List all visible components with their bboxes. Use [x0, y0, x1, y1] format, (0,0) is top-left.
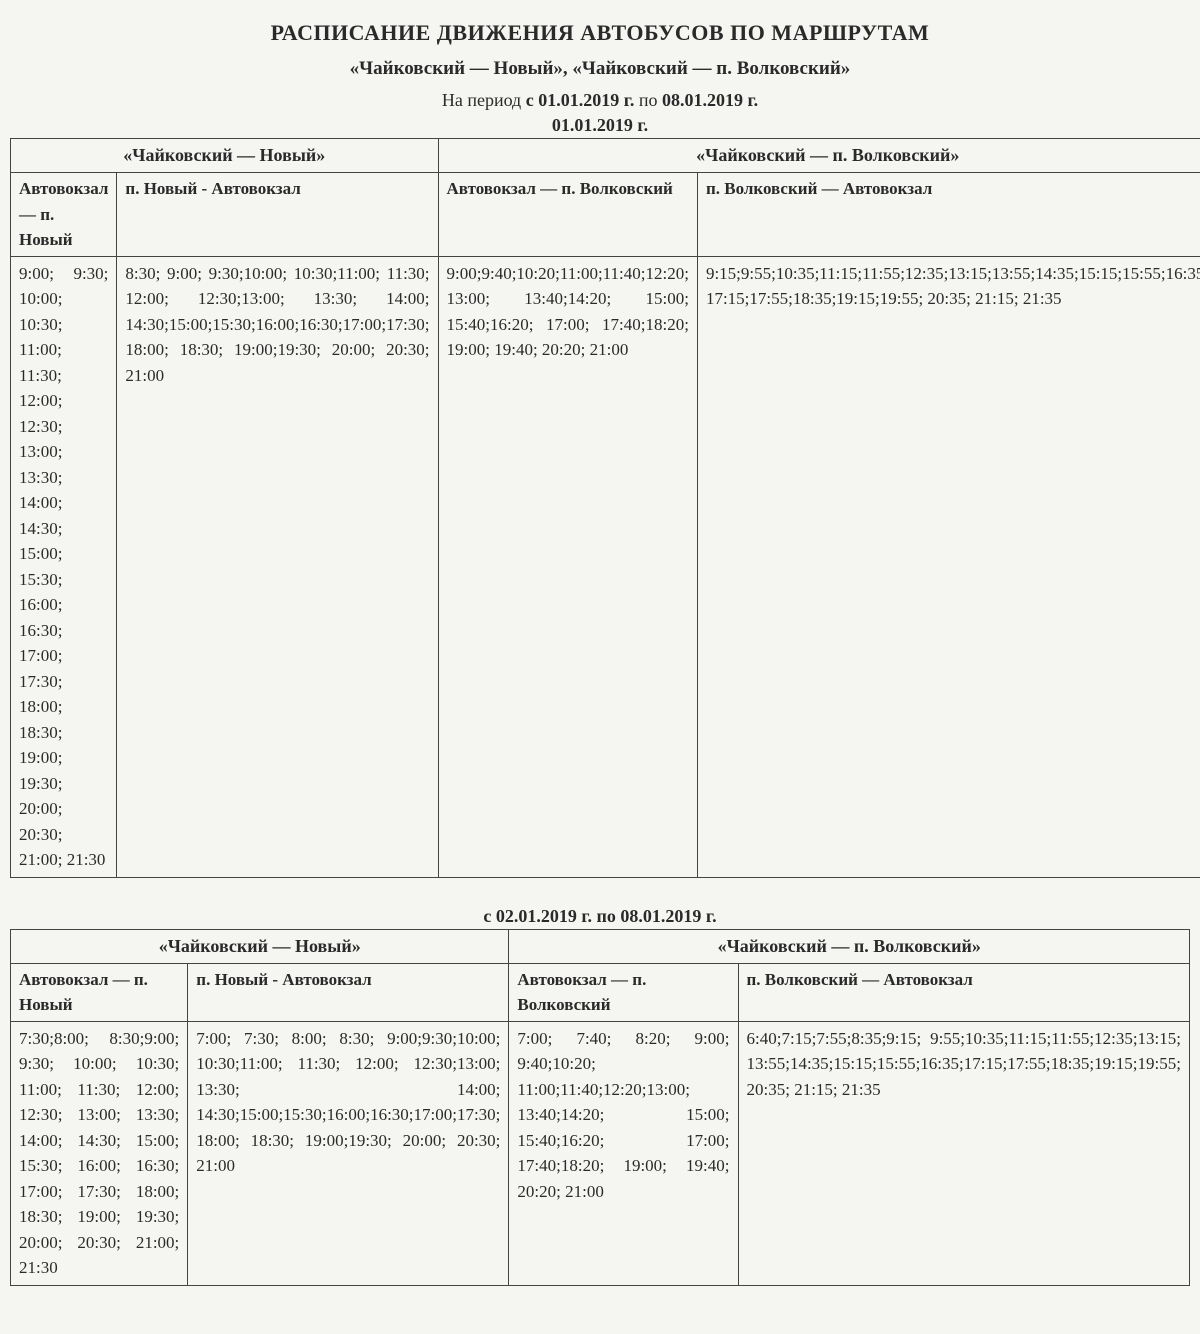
col1-header-2: Автовокзал — п. Новый [11, 963, 188, 1021]
col1-header: Автовокзал — п. Новый [11, 173, 117, 257]
col3-header: Автовокзал — п. Волковский [438, 173, 697, 257]
schedule-table-1: «Чайковский — Новый» «Чайковский — п. Во… [10, 138, 1200, 878]
col4-times: 9:15;9:55;10:35;11:15;11:55;12:35;13:15;… [697, 256, 1200, 877]
block2-date: с 02.01.2019 г. по 08.01.2019 г. [10, 906, 1190, 927]
col2-header: п. Новый - Автовокзал [117, 173, 438, 257]
col3-header-2: Автовокзал — п. Волковский [509, 963, 738, 1021]
schedule-table-2: «Чайковский — Новый» «Чайковский — п. Во… [10, 929, 1190, 1286]
col3-times-2: 7:00; 7:40; 8:20; 9:00; 9:40;10:20; 11:0… [509, 1021, 738, 1285]
col1-times: 9:00; 9:30; 10:00; 10:30; 11:00; 11:30; … [11, 256, 117, 877]
route1-header: «Чайковский — Новый» [11, 139, 439, 173]
route2-header: «Чайковский — п. Волковский» [438, 139, 1200, 173]
col2-header-2: п. Новый - Автовокзал [188, 963, 509, 1021]
col2-times: 8:30; 9:00; 9:30;10:00; 10:30;11:00; 11:… [117, 256, 438, 877]
col1-times-2: 7:30;8:00; 8:30;9:00; 9:30; 10:00; 10:30… [11, 1021, 188, 1285]
block1-date: 01.01.2019 г. [10, 115, 1190, 136]
period-from: с 01.01.2019 г. [526, 90, 635, 110]
route2-header-2: «Чайковский — п. Волковский» [509, 929, 1190, 963]
route1-header-2: «Чайковский — Новый» [11, 929, 509, 963]
period-to: 08.01.2019 г. [662, 90, 758, 110]
col4-header: п. Волковский — Автовокзал [697, 173, 1200, 257]
period-mid: по [639, 90, 662, 110]
period-line: На период с 01.01.2019 г. по 08.01.2019 … [10, 90, 1190, 111]
col2-times-2: 7:00; 7:30; 8:00; 8:30; 9:00;9:30;10:00;… [188, 1021, 509, 1285]
subtitle: «Чайковский — Новый», «Чайковский — п. В… [10, 58, 1190, 80]
col4-header-2: п. Волковский — Автовокзал [738, 963, 1189, 1021]
col4-times-2: 6:40;7:15;7:55;8:35;9:15; 9:55;10:35;11:… [738, 1021, 1189, 1285]
col3-times: 9:00;9:40;10:20;11:00;11:40;12:20; 13:00… [438, 256, 697, 877]
period-prefix: На период [442, 90, 526, 110]
main-title: РАСПИСАНИЕ ДВИЖЕНИЯ АВТОБУСОВ ПО МАРШРУТ… [10, 20, 1190, 46]
